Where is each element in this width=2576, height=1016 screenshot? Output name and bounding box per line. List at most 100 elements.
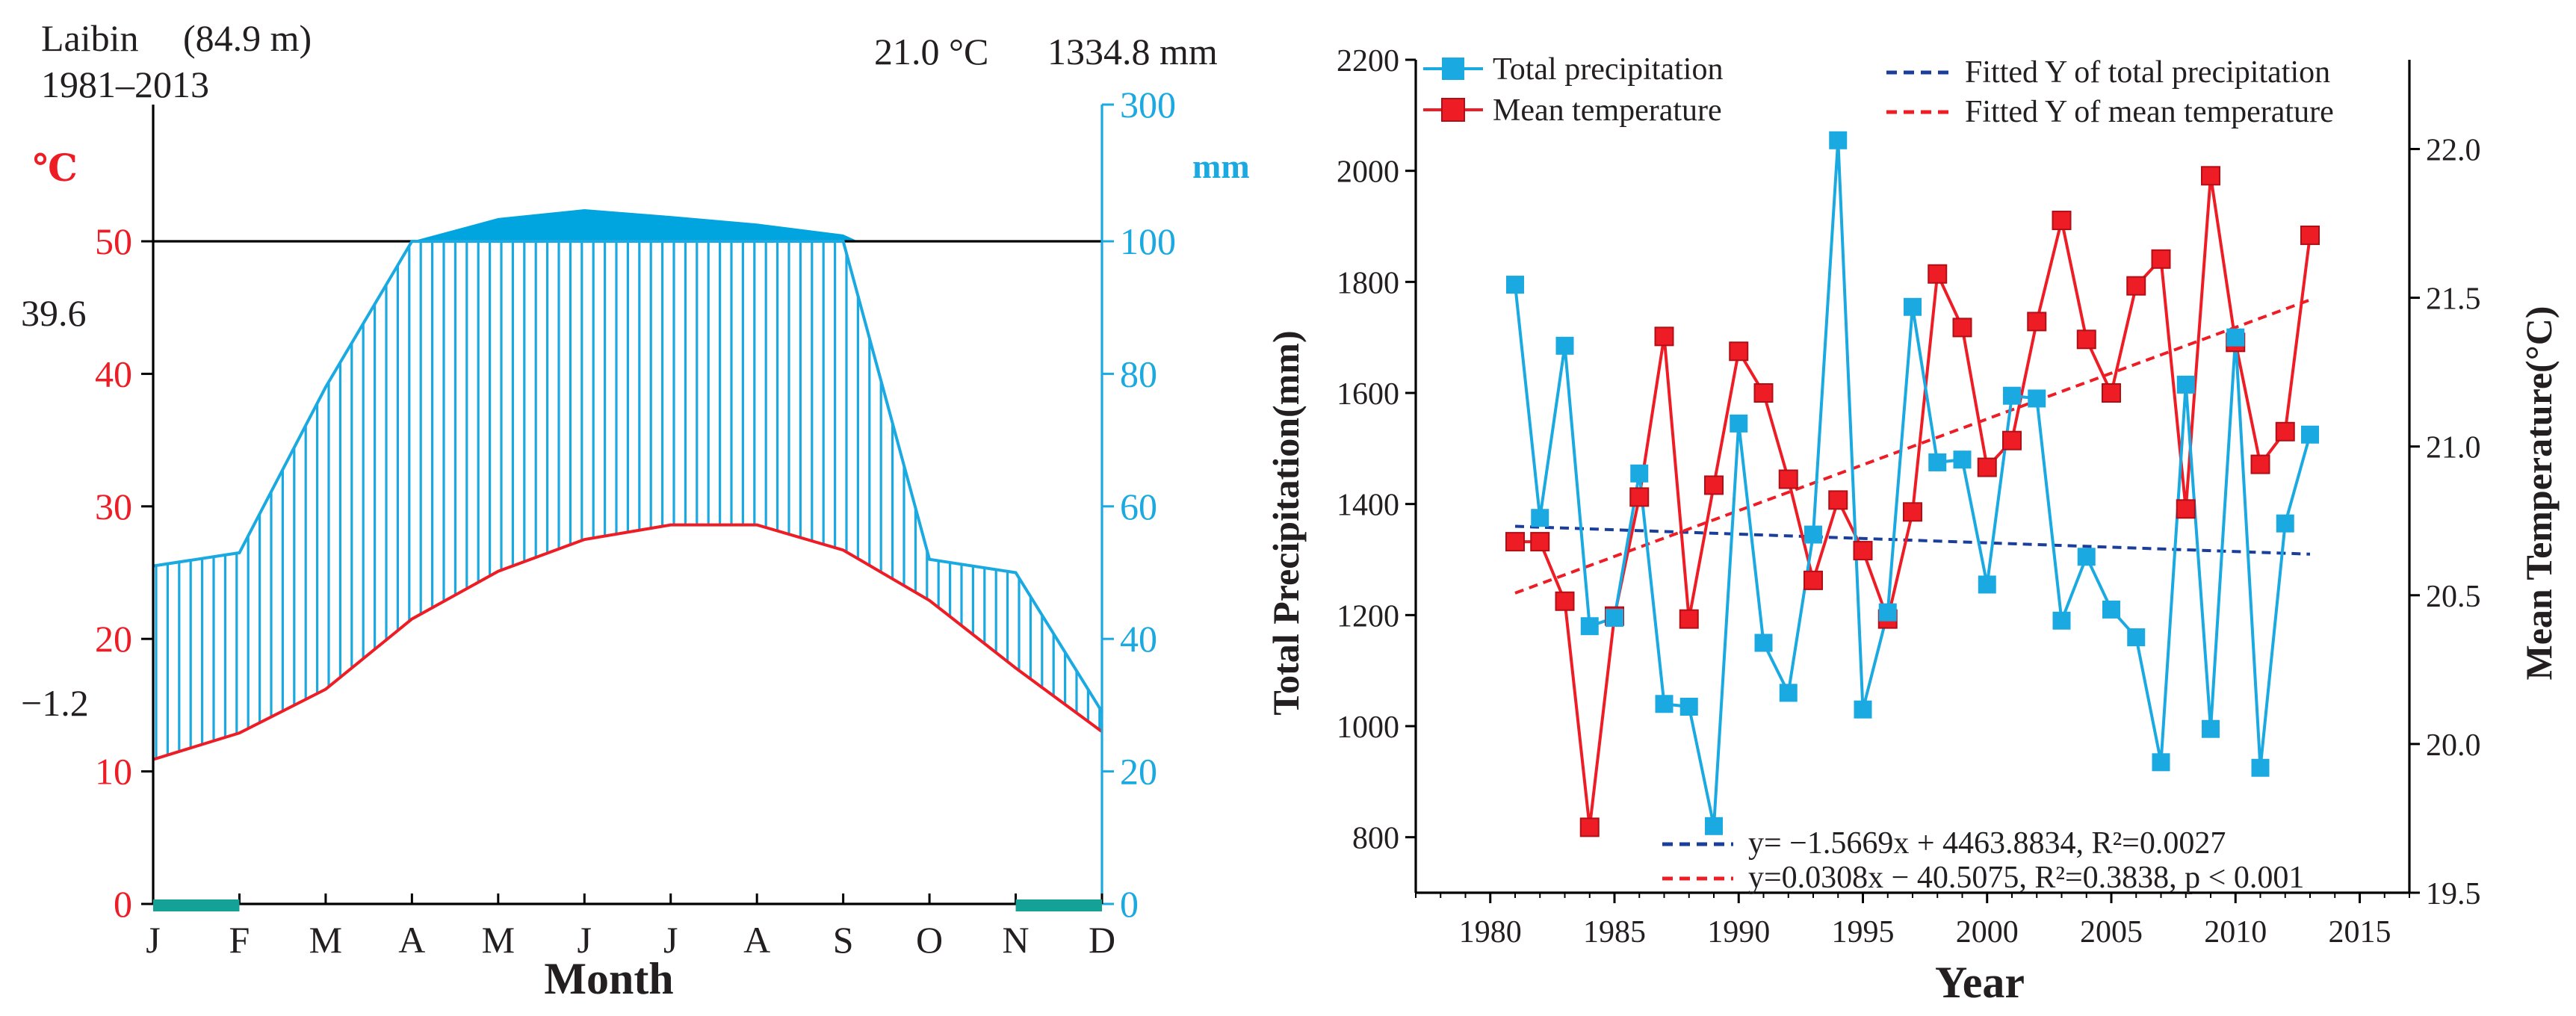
station-elevation: (84.9 m) <box>183 17 312 59</box>
temperature-point-1993 <box>1803 570 1823 590</box>
precipitation-point-1988 <box>1679 697 1698 716</box>
temperature-point-2011 <box>2250 454 2270 474</box>
precipitation-point-1992 <box>1779 684 1798 702</box>
precipitation-point-2012 <box>2276 514 2294 533</box>
precipitation-line <box>152 240 1103 713</box>
month-label: N <box>1002 919 1029 961</box>
temp-tick-label: 30 <box>95 486 132 527</box>
precipitation-point-1997 <box>1904 297 1922 316</box>
precip-tick-label: 40 <box>1120 618 1157 660</box>
month-axis-title: Month <box>544 954 673 1003</box>
temperature-point-2004 <box>2076 329 2096 350</box>
year-tick-label: 1980 <box>1459 915 1522 950</box>
temperature-point-2006 <box>2126 276 2146 296</box>
month-label: D <box>1089 919 1115 961</box>
precip-tick-label: 1600 <box>1337 377 1399 412</box>
precip-tick-label: 1400 <box>1337 489 1399 523</box>
temperature-point-2000 <box>1977 457 1997 477</box>
precipitation-point-2007 <box>2152 753 2170 772</box>
month-label: J <box>578 919 592 961</box>
temperature-point-1986 <box>1629 487 1650 507</box>
precipitation-point-1994 <box>1829 131 1848 149</box>
month-label: M <box>482 919 515 961</box>
legend-item-fit-precipitation: Fitted Y of total precipitation <box>1886 55 2330 90</box>
temp-tick-label: 20 <box>95 618 132 660</box>
precip-tick-label: 20 <box>1120 751 1157 793</box>
annual-mean-temp: 21.0 °C <box>874 31 988 72</box>
temp-tick-label: 20.5 <box>2426 580 2481 614</box>
precipitation-point-2005 <box>2102 600 2120 619</box>
precip-tick-label: 300 <box>1120 84 1176 126</box>
temp-tick-label: 22.0 <box>2426 133 2481 167</box>
climate-diagram: Laibin (84.9 m) 1981–2013 21.0 °C 1334.8… <box>21 17 1250 1003</box>
temperature-point-2007 <box>2151 249 2171 269</box>
month-label: S <box>833 919 854 961</box>
temp-tick-label: 21.0 <box>2426 431 2481 465</box>
precipitation-point-1990 <box>1730 414 1748 433</box>
year-axis-title: Year <box>1935 958 2025 1007</box>
month-label: F <box>229 919 250 961</box>
temperature-point-2003 <box>2052 211 2072 231</box>
precipitation-series-line <box>1514 140 2312 827</box>
time-series-chart: 1980 1985 1990 1995 2000 2005 2010 2015 800 1000 1… <box>1265 44 2560 1007</box>
precipitation-point-1996 <box>1878 603 1897 622</box>
year-tick-label: 2000 <box>1956 915 2019 950</box>
legend-item-equation-precipitation: y= −1.5669x + 4463.8834, R²=0.0027 <box>1662 826 2226 861</box>
temp-tick-label: 0 <box>114 883 132 925</box>
month-label: M <box>309 919 342 961</box>
precipitation-point-2013 <box>2301 425 2319 444</box>
humid-period-hatching <box>155 241 1101 759</box>
precipitation-point-1998 <box>1928 453 1947 471</box>
precipitation-point-1982 <box>1531 509 1549 527</box>
temperature-point-2012 <box>2275 421 2295 442</box>
precipitation-point-1985 <box>1606 609 1623 628</box>
temperature-point-2002 <box>2027 312 2047 332</box>
precipitation-point-2000 <box>1978 575 1996 594</box>
precipitation-point-2009 <box>2202 719 2220 738</box>
precipitation-point-2011 <box>2251 758 2270 777</box>
perhumid-area <box>412 208 858 241</box>
right-axis-title: Mean Temperature(°C) <box>2518 306 2560 681</box>
precipitation-point-1989 <box>1705 817 1723 835</box>
legend-label-fit-precipitation: Fitted Y of total precipitation <box>1965 55 2330 90</box>
precipitation-point-2003 <box>2052 611 2071 630</box>
legend-item-equation-temperature: y=0.0308x − 40.5075, R²=0.3838, p < 0.00… <box>1662 861 2304 895</box>
temperature-point-1983 <box>1555 591 1575 611</box>
temperature-point-2001 <box>2002 430 2022 450</box>
month-label: O <box>916 919 943 961</box>
temperature-point-1989 <box>1704 475 1724 495</box>
precip-tick-label: 2200 <box>1337 44 1399 78</box>
precip-tick-label: 2000 <box>1337 155 1399 190</box>
left-axis-title: Total Precipitation(mm) <box>1265 330 1307 715</box>
annual-precip: 1334.8 mm <box>1047 31 1218 72</box>
equation-precipitation: y= −1.5669x + 4463.8834, R²=0.0027 <box>1748 826 2226 861</box>
year-tick-label: 2005 <box>2080 915 2143 950</box>
precipitation-point-1986 <box>1630 464 1649 483</box>
precip-tick-label: 1200 <box>1337 599 1399 634</box>
year-tick-label: 1995 <box>1832 915 1895 950</box>
temperature-point-1987 <box>1654 326 1674 347</box>
precipitation-point-1991 <box>1754 634 1773 652</box>
precipitation-point-1984 <box>1580 617 1599 636</box>
precipitation-point-1999 <box>1953 450 1972 469</box>
frost-bar-nov-dec <box>1015 899 1102 911</box>
precip-tick-label: 1800 <box>1337 266 1399 300</box>
legend-item-fit-temperature: Fitted Y of mean temperature <box>1886 95 2334 129</box>
temp-tick-label: 40 <box>95 353 132 394</box>
station-period: 1981–2013 <box>41 64 209 105</box>
temperature-point-1997 <box>1903 502 1922 522</box>
year-tick-label: 2015 <box>2329 915 2391 950</box>
station-name: Laibin <box>41 17 139 59</box>
temp-tick-label: 19.5 <box>2426 877 2481 911</box>
temperature-point-1994 <box>1828 490 1848 510</box>
temperature-point-1995 <box>1853 541 1873 561</box>
month-label: A <box>743 919 770 961</box>
precipitation-point-2006 <box>2127 628 2146 647</box>
legend-label-precipitation: Total precipitation <box>1493 52 1723 87</box>
month-label: J <box>146 919 160 961</box>
absolute-min-annotation: −1.2 <box>21 682 89 724</box>
temperature-point-1981 <box>1505 532 1525 552</box>
precipitation-point-2004 <box>2077 548 2096 566</box>
temperature-point-1991 <box>1753 383 1774 403</box>
